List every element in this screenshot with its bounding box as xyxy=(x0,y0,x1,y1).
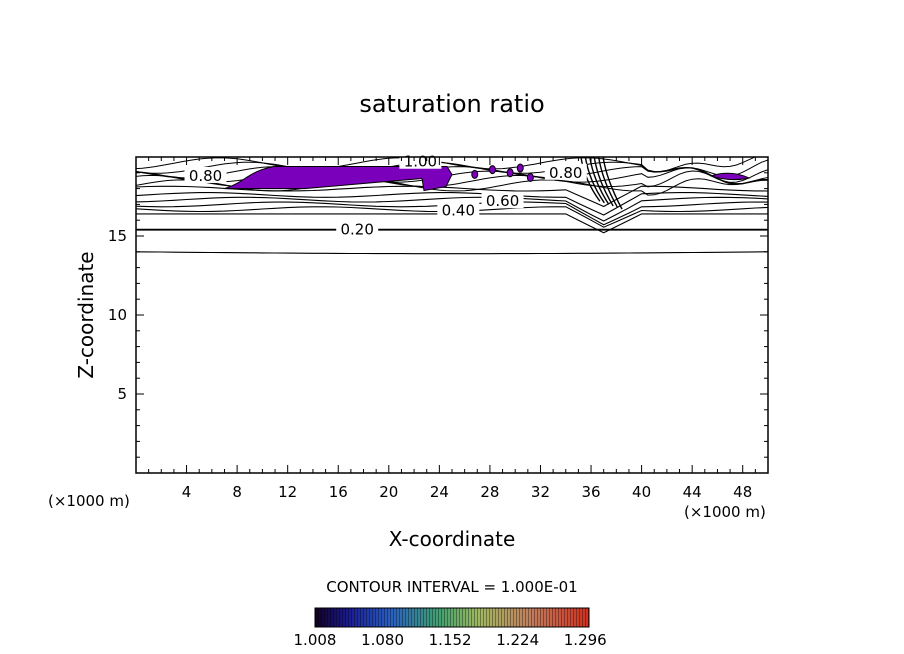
contour-line xyxy=(136,251,768,255)
y-tick-label: 5 xyxy=(117,385,127,403)
contour-label: 0.60 xyxy=(486,192,519,210)
x-tick-label: 28 xyxy=(480,483,499,501)
x-unit-left: (×1000 m) xyxy=(48,492,130,510)
supersaturated-cell xyxy=(526,173,534,183)
supersaturated-cell xyxy=(516,163,524,173)
contour-label-bg xyxy=(437,201,480,218)
contour-front xyxy=(597,157,619,208)
x-tick-label: 40 xyxy=(632,483,651,501)
colorbar: 1.008 1.080 1.152 1.224 1.296 xyxy=(294,607,607,649)
x-tick-label: 8 xyxy=(232,483,242,501)
colorbar-ticks: 1.008 1.080 1.152 1.224 1.296 xyxy=(294,631,607,649)
colorbar-tick-label: 1.152 xyxy=(429,631,472,649)
contour-line xyxy=(136,196,768,222)
colorbar-tick-label: 1.296 xyxy=(564,631,607,649)
supersaturated-cell xyxy=(506,168,514,178)
x-tick-label: 24 xyxy=(430,483,449,501)
supersaturation-fills xyxy=(224,163,751,192)
contour-front xyxy=(580,157,601,202)
chart-title: saturation ratio xyxy=(359,90,544,118)
contour-label-bg xyxy=(336,220,379,237)
colorbar-stripes xyxy=(315,608,589,627)
x-tick-label: 48 xyxy=(733,483,752,501)
y-tick-label: 10 xyxy=(108,306,127,324)
contour-front xyxy=(593,157,614,207)
colorbar-tick-label: 1.224 xyxy=(496,631,539,649)
contour-label-bg xyxy=(481,192,524,209)
contour-line-upper xyxy=(136,157,757,173)
contour-label: 1.00 xyxy=(404,153,437,171)
contour-label: 0.80 xyxy=(549,164,582,182)
contour-label-bg xyxy=(544,163,587,180)
supersaturated-region xyxy=(224,165,453,192)
x-tick-label: 32 xyxy=(531,483,550,501)
y-tick-label: 15 xyxy=(108,227,127,245)
x-axis-label: X-coordinate xyxy=(389,527,516,551)
contour-front xyxy=(602,157,623,210)
x-tick-label: 16 xyxy=(329,483,348,501)
colorbar-tick-label: 1.008 xyxy=(294,631,337,649)
contour-front xyxy=(584,157,605,204)
x-unit-right: (×1000 m) xyxy=(684,503,766,521)
supersaturated-cell xyxy=(488,165,496,175)
x-tick-label: 20 xyxy=(379,483,398,501)
x-tick-label: 36 xyxy=(581,483,600,501)
contour-label: 0.20 xyxy=(340,221,373,239)
contour-label: 0.80 xyxy=(189,167,222,185)
contour-interval-note: CONTOUR INTERVAL = 1.000E-01 xyxy=(326,578,577,596)
y-axis-label: Z-coordinate xyxy=(74,251,98,378)
supersaturated-region xyxy=(709,172,751,181)
contour-labels: 0.20 0.40 0.60 0.80 0.80 1.00 xyxy=(184,152,587,239)
colorbar-tick-label: 1.080 xyxy=(361,631,404,649)
supersaturated-cell xyxy=(471,169,479,179)
contour-label-bg xyxy=(184,166,227,183)
contour-line-upper xyxy=(136,170,768,188)
x-tick-label: 44 xyxy=(683,483,702,501)
contour-front xyxy=(589,157,610,205)
contour-label: 0.40 xyxy=(442,202,475,220)
x-tick-label: 4 xyxy=(182,483,192,501)
x-tick-label: 12 xyxy=(278,483,297,501)
